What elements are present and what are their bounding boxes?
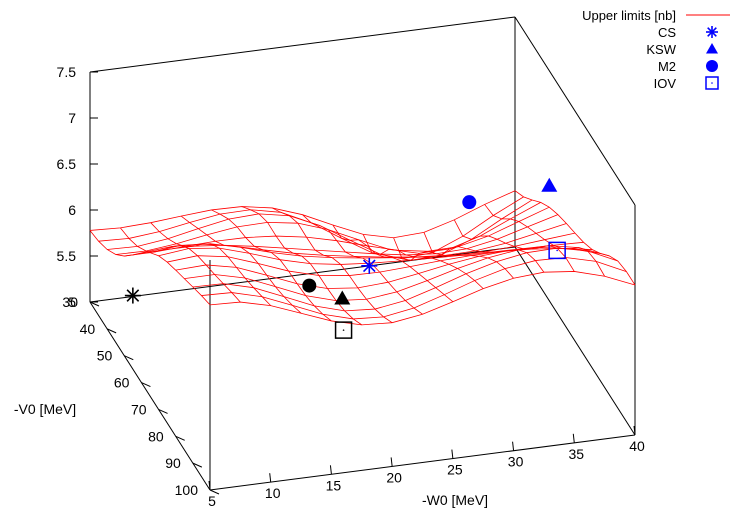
box-edge <box>514 16 636 206</box>
marker-stroke <box>362 259 376 273</box>
y-tick-mark <box>209 489 220 495</box>
x-tick-mark <box>390 457 393 467</box>
z-tick-label: 5 <box>68 294 76 310</box>
marker-square-outline <box>334 321 353 339</box>
x-tick-label: 15 <box>326 477 342 493</box>
y-axis-label: -V0 [MeV] <box>14 401 76 417</box>
y-tick-label: 60 <box>114 375 130 391</box>
surface-grid-line <box>271 207 393 324</box>
y-tick-mark <box>124 355 134 361</box>
cs-asterisk-marker <box>361 257 378 274</box>
reference-circle-marker <box>302 278 317 293</box>
marker-square-dot <box>342 329 345 331</box>
surface-grid-line <box>209 271 636 326</box>
marker-stroke <box>126 289 140 302</box>
x-tick-label: 25 <box>447 462 463 478</box>
legend: Upper limits [nb] CS KSW M2 IOV <box>582 8 730 91</box>
x-tick-label: 5 <box>208 493 216 509</box>
y-tick-mark <box>141 382 151 388</box>
surface-grid-line <box>302 214 423 315</box>
y-tick-label: 50 <box>97 348 113 364</box>
box-edge <box>89 301 211 491</box>
x-tick-label: 10 <box>265 485 281 501</box>
y-tick-label: 40 <box>80 321 96 337</box>
data-markers <box>124 177 566 339</box>
y-tick-mark <box>106 328 117 334</box>
surface-grid-line <box>241 206 363 326</box>
surface-grid-line <box>89 230 211 306</box>
x-tick-label: 35 <box>568 446 584 462</box>
y-tick-mark <box>192 462 203 468</box>
x-axis-label: -W0 [MeV] <box>422 492 488 508</box>
box-edge <box>89 16 516 73</box>
surface-grid-line <box>484 204 605 277</box>
marker-square-dot <box>556 249 558 252</box>
surface-grid-line <box>332 224 454 303</box>
surface-grid-line <box>453 219 575 272</box>
x-tick-label: 40 <box>629 438 645 454</box>
tick-labels: 5 10 15 20 25 30 35 403040506070809010055.566.5… <box>57 64 645 509</box>
reference-square-marker <box>334 321 353 339</box>
legend-square-sample <box>705 76 719 90</box>
x-tick-mark <box>208 480 211 491</box>
box-edge <box>514 246 636 436</box>
y-tick-label: 100 <box>175 482 199 498</box>
x-tick-mark <box>572 433 575 443</box>
box-edge <box>209 434 636 491</box>
marker-square-dot <box>711 82 713 84</box>
x-tick-mark <box>451 449 454 459</box>
marker-stroke <box>707 27 717 37</box>
y-tick-mark <box>175 435 185 441</box>
axes-box <box>89 16 636 491</box>
x-tick-mark <box>329 465 332 475</box>
legend-label: IOV <box>654 76 677 91</box>
surface-grid-line <box>393 237 514 279</box>
reference-asterisk-marker <box>124 287 141 304</box>
surface-grid-line <box>423 232 545 273</box>
x-tick-label: 30 <box>508 454 524 470</box>
surface-grid-line <box>180 215 302 314</box>
marker-square-outline <box>548 241 566 260</box>
m2-circle-marker <box>462 195 477 210</box>
legend-label: M2 <box>658 59 676 74</box>
z-tick-label: 5.5 <box>57 248 77 264</box>
iov-square-marker <box>548 241 566 260</box>
surface-grid-line <box>514 190 636 286</box>
surface-grid-line <box>115 202 541 255</box>
legend-label: KSW <box>646 42 676 57</box>
surface-grid-line <box>362 234 484 289</box>
legend-asterisk-sample <box>706 26 718 38</box>
y-tick-mark <box>89 301 100 307</box>
z-tick-label: 6.5 <box>57 156 77 172</box>
reference-triangle-marker <box>334 290 351 305</box>
x-tick-mark <box>269 473 272 483</box>
y-tick-mark <box>158 408 168 414</box>
y-tick-label: 80 <box>148 428 164 444</box>
legend-circle-sample <box>706 60 718 72</box>
y-tick-label: 70 <box>131 401 147 417</box>
marker-square-outline <box>705 76 719 90</box>
legend-triangle-sample <box>706 43 718 54</box>
legend-label: Upper limits [nb] <box>582 8 676 23</box>
x-tick-label: 20 <box>386 469 402 485</box>
y-tick-label: 30 <box>62 294 78 310</box>
z-tick-label: 7.5 <box>57 64 77 80</box>
ksw-triangle-marker <box>541 177 558 192</box>
z-tick-label: 6 <box>68 202 76 218</box>
x-tick-mark <box>633 425 636 436</box>
y-tick-label: 90 <box>165 455 181 471</box>
surface-grid-line <box>150 222 272 306</box>
surface-grid-line <box>211 209 332 322</box>
surface-grid-line <box>201 257 627 320</box>
legend-label: CS <box>658 25 676 40</box>
x-tick-mark <box>512 441 515 451</box>
z-tick-label: 7 <box>68 110 76 126</box>
